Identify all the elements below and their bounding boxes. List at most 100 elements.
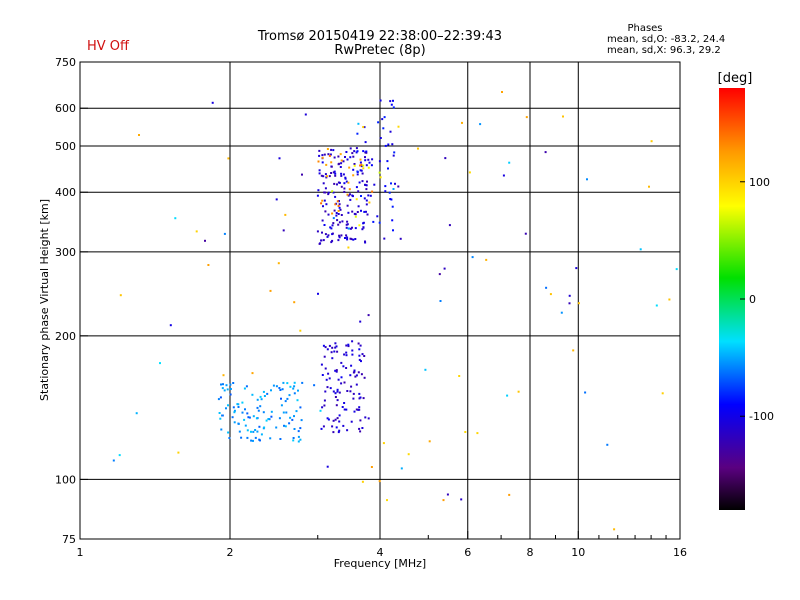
data-point [524, 232, 527, 235]
x-tick-label: 16 [673, 546, 687, 559]
data-point [479, 123, 482, 126]
data-point [278, 157, 281, 160]
data-point [326, 386, 329, 389]
data-point [332, 217, 335, 220]
data-point [390, 182, 392, 185]
data-point [351, 353, 354, 356]
data-point [355, 383, 358, 386]
data-point [357, 408, 360, 411]
data-point [344, 237, 346, 239]
data-point [460, 498, 463, 501]
y-tick-label: 600 [55, 102, 76, 115]
y-tick-label: 200 [55, 330, 76, 343]
data-point [225, 384, 228, 387]
data-point [358, 406, 361, 409]
data-point [321, 161, 324, 164]
data-point [365, 151, 368, 154]
data-point [112, 459, 115, 462]
data-point [346, 238, 349, 241]
data-point [328, 154, 331, 157]
data-point [252, 439, 254, 442]
data-point [275, 385, 278, 388]
data-point [335, 212, 338, 214]
data-point [263, 426, 266, 429]
data-point [275, 426, 278, 429]
x-tick-label: 4 [377, 546, 384, 559]
data-point [266, 392, 269, 395]
data-point [349, 390, 352, 393]
data-point [363, 376, 366, 379]
data-point [343, 187, 346, 190]
data-point [353, 163, 356, 165]
data-point [364, 141, 367, 144]
data-point [639, 248, 642, 251]
data-point [347, 246, 350, 249]
data-point [238, 430, 241, 433]
data-point [222, 383, 224, 386]
data-point [355, 147, 358, 150]
data-point [354, 375, 357, 378]
data-point [321, 219, 324, 222]
data-point [340, 185, 343, 188]
data-point [359, 320, 362, 323]
data-points [112, 91, 678, 531]
data-point [367, 158, 370, 161]
data-point [322, 344, 325, 347]
data-point [359, 158, 362, 161]
data-point [195, 230, 198, 233]
data-point [337, 210, 340, 212]
data-point [241, 411, 244, 414]
data-point [329, 153, 332, 156]
data-point [330, 172, 333, 174]
data-point [399, 237, 402, 240]
data-point [586, 178, 588, 181]
data-point [243, 418, 246, 421]
data-point [299, 427, 302, 430]
data-point [320, 239, 323, 242]
data-point [391, 219, 394, 222]
data-point [286, 397, 289, 400]
data-point [343, 408, 346, 411]
data-point [384, 185, 387, 188]
data-point [246, 412, 249, 415]
data-point [340, 361, 343, 364]
data-point [352, 392, 355, 395]
data-point [331, 346, 334, 349]
data-point [247, 416, 250, 419]
data-point [292, 439, 295, 442]
data-point [297, 440, 300, 443]
data-point [275, 198, 278, 201]
data-point [438, 273, 441, 276]
data-point [324, 367, 327, 370]
data-point [289, 385, 292, 388]
data-point [243, 387, 246, 390]
data-point [368, 201, 371, 204]
data-point [318, 154, 321, 157]
data-point [334, 392, 337, 395]
data-point [337, 378, 340, 381]
data-point [332, 222, 335, 225]
data-point [378, 160, 381, 163]
data-point [338, 162, 341, 165]
data-point [250, 430, 252, 433]
data-point [301, 381, 304, 384]
data-point [313, 384, 316, 387]
data-point [346, 236, 349, 239]
data-point [353, 150, 356, 153]
x-tick-label: 10 [571, 546, 585, 559]
data-point [347, 343, 350, 346]
data-point [326, 175, 328, 178]
data-point [340, 382, 343, 385]
data-point [297, 430, 300, 433]
data-point [330, 351, 333, 354]
data-point [159, 362, 161, 365]
data-point [381, 118, 384, 121]
data-point [245, 385, 248, 388]
data-point [296, 399, 299, 402]
data-point [387, 143, 390, 146]
data-point [352, 195, 354, 198]
data-point [335, 404, 338, 407]
data-point [356, 173, 359, 176]
data-point [323, 153, 326, 156]
data-point [340, 214, 343, 216]
